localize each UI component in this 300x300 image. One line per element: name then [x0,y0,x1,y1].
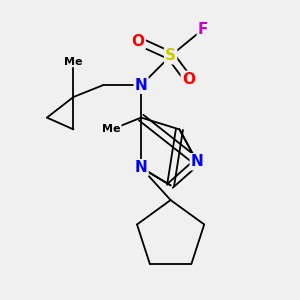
Text: N: N [191,154,203,169]
Text: O: O [182,72,195,87]
Text: Me: Me [103,124,121,134]
Text: F: F [198,22,208,37]
Text: S: S [165,48,176,63]
Text: Me: Me [64,57,83,67]
Text: N: N [135,160,148,175]
Text: N: N [135,78,148,93]
Text: O: O [132,34,145,49]
